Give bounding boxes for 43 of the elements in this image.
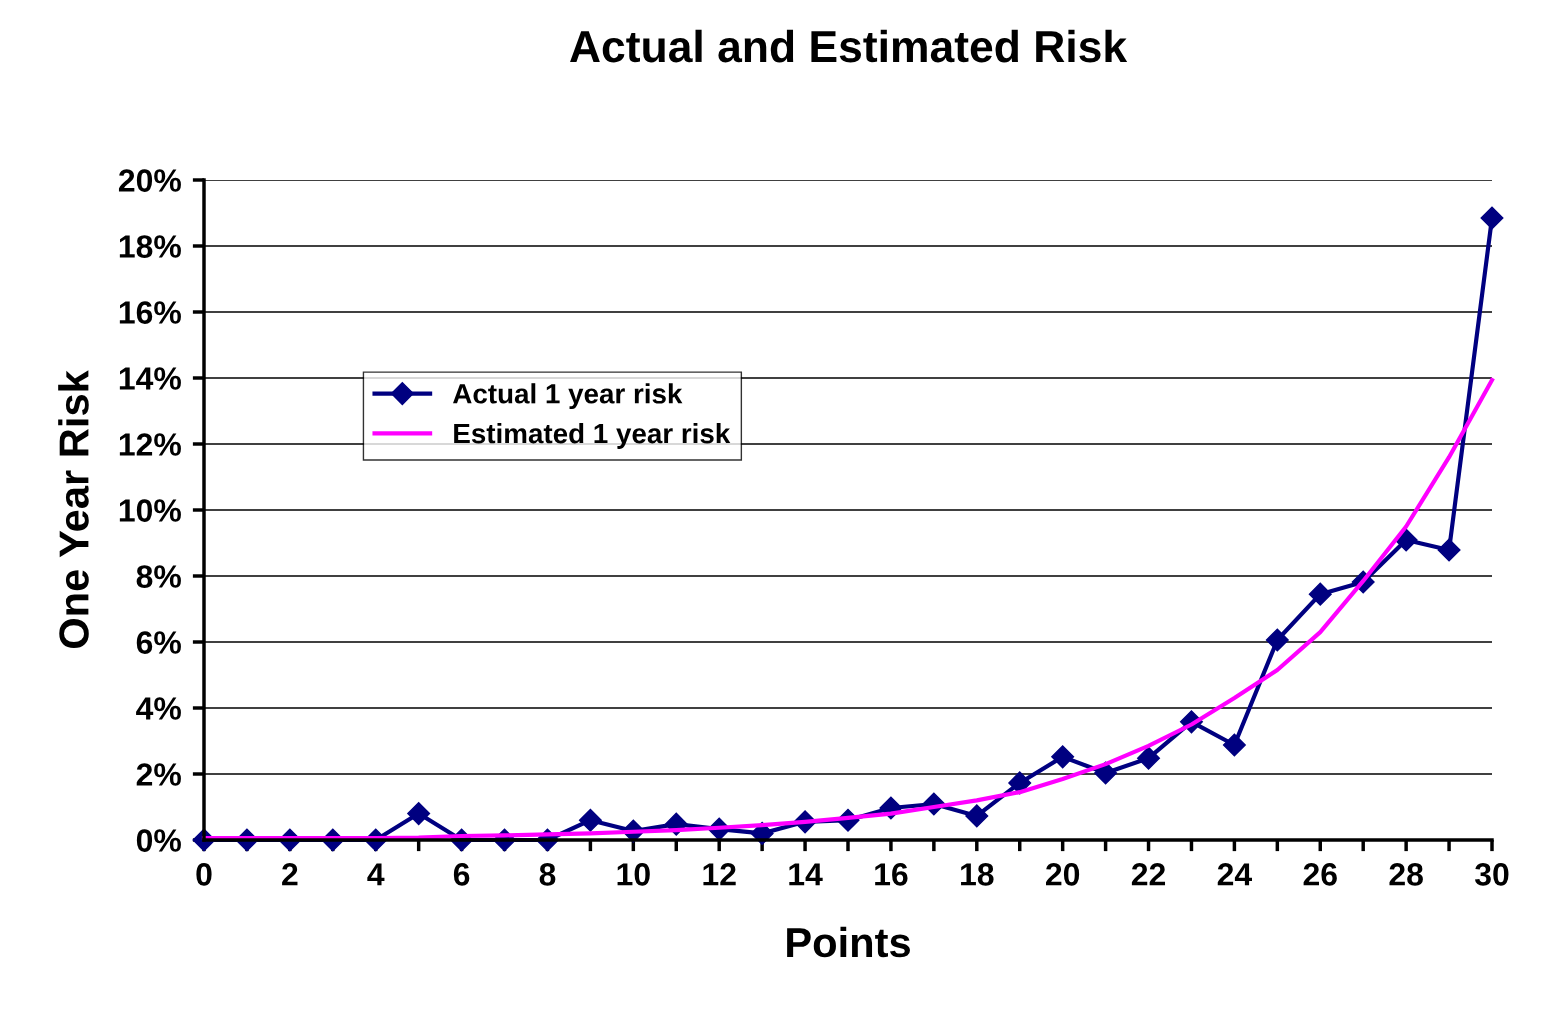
x-tick-label: 8 [539, 863, 556, 886]
y-tick-label: 0% [136, 829, 181, 852]
point [1094, 761, 1118, 785]
x-tick-label: 10 [617, 863, 650, 886]
y-tick-label: 2% [136, 763, 181, 786]
x-tick-label: 28 [1389, 863, 1423, 886]
point [965, 804, 989, 828]
point [1051, 745, 1075, 769]
x-tick-label: 18 [961, 863, 994, 886]
x-tick-label: 24 [1217, 863, 1252, 886]
x-tick-label: 20 [1046, 863, 1080, 886]
x-tick-label: 22 [1131, 863, 1166, 886]
x-tick-label: 12 [703, 863, 736, 886]
x-axis-title: Points [787, 926, 910, 958]
x-tick-label: 2 [282, 863, 298, 886]
x-tick-label: 6 [453, 863, 470, 886]
y-tick-label: 12% [119, 433, 181, 456]
point [407, 802, 431, 826]
chart-title: Actual and Estimated Risk [570, 29, 1128, 63]
x-tick-label: 14 [789, 863, 823, 886]
y-tick-label: 16% [119, 301, 181, 324]
point [1437, 538, 1461, 562]
x-tick-label: 4 [367, 863, 385, 886]
x-tick-label: 26 [1303, 863, 1337, 886]
point [578, 808, 602, 832]
y-axis-title: One Year Risk [58, 370, 89, 649]
y-tick-label: 6% [136, 631, 181, 654]
y-tick-label: 18% [119, 235, 181, 258]
x-tick-label: 30 [1474, 863, 1509, 886]
legend-label: Actual 1 year risk [453, 383, 683, 410]
y-tick-label: 20% [118, 169, 181, 192]
y-tick-label: 14% [119, 367, 181, 390]
point [1265, 628, 1289, 652]
y-tick-label: 4% [136, 697, 181, 720]
point [1137, 746, 1161, 770]
point [1480, 206, 1504, 230]
point [1308, 582, 1332, 606]
point [1222, 733, 1246, 757]
legend-label: Estimated 1 year risk [454, 422, 731, 449]
y-tick-label: 10% [119, 499, 181, 522]
x-tick-label: 16 [875, 863, 908, 886]
x-tick-label: 0 [196, 863, 212, 886]
y-tick-label: 8% [136, 565, 181, 588]
